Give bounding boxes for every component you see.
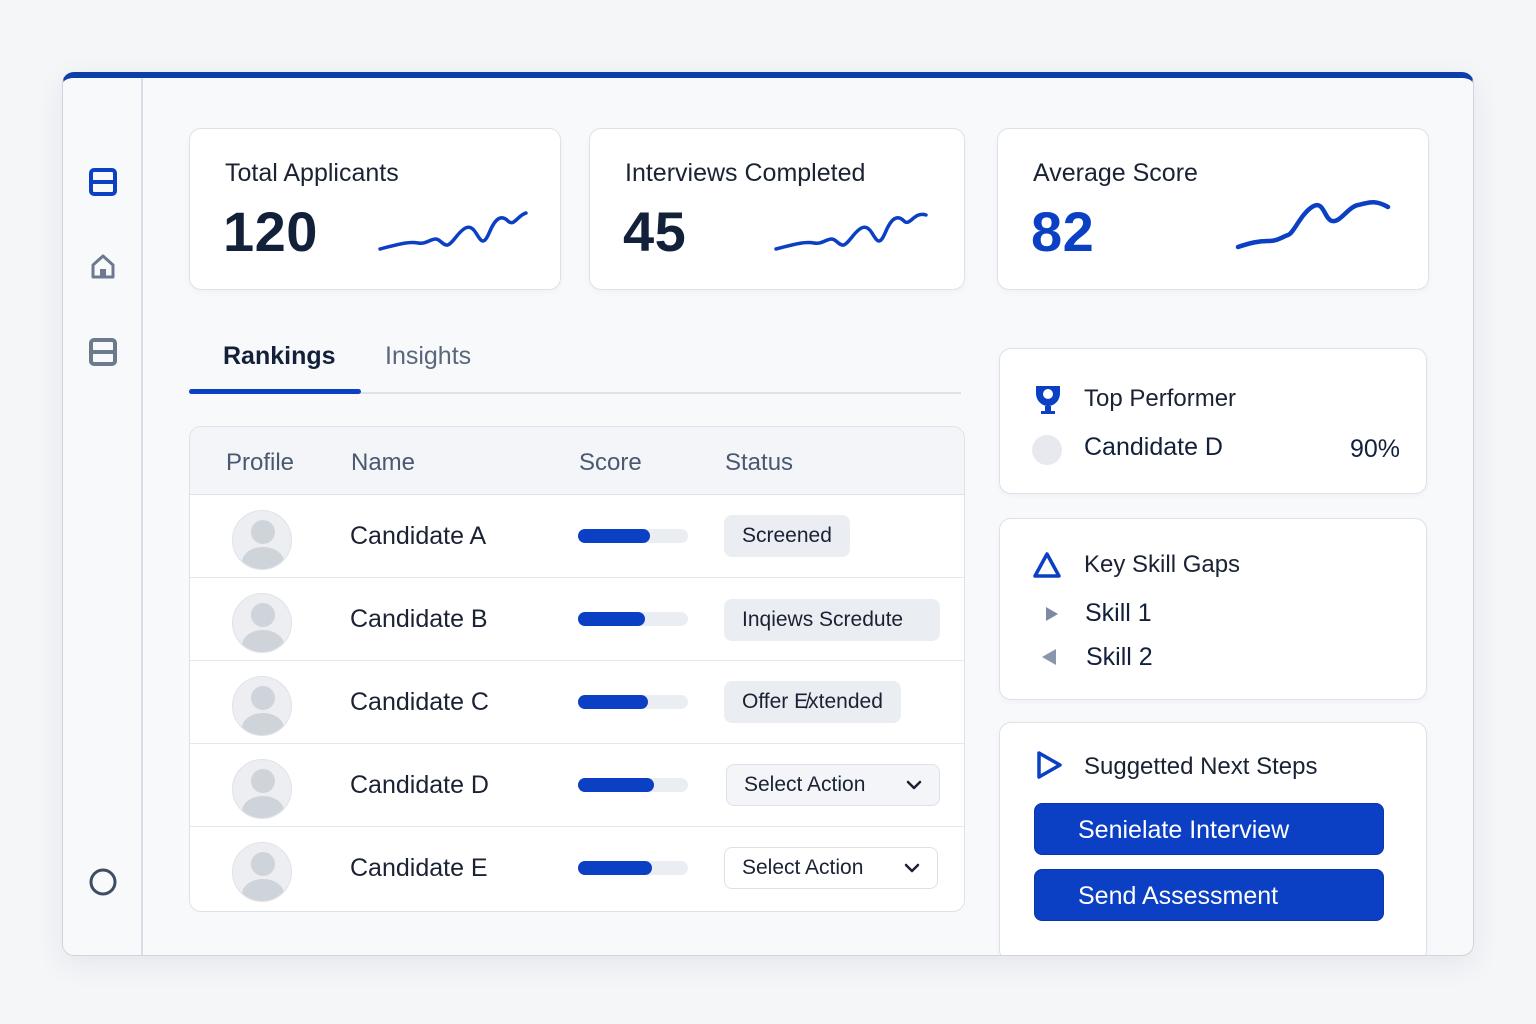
stat-label: Average Score — [1033, 159, 1198, 187]
candidate-name: Candidate E — [350, 854, 488, 882]
column-header-status: Status — [725, 449, 794, 476]
sidebar-item-profile[interactable] — [87, 866, 119, 898]
candidate-name: Candidate A — [350, 522, 487, 550]
play-icon — [1037, 751, 1062, 779]
stat-card-interviews-completed: Interviews Completed 45 — [589, 128, 965, 290]
top-performer-card: Top Performer Candidate D 90% — [999, 348, 1427, 494]
action-select-value: Select Action — [742, 856, 864, 879]
stat-card-average-score: Average Score 82 — [997, 128, 1429, 290]
action-select-value: Select Action — [744, 773, 866, 796]
skill-gaps-title: Key Skill Gaps — [1084, 551, 1241, 578]
status-badge: Inqiews Scredute — [724, 599, 940, 641]
circle-icon — [89, 868, 117, 896]
sparkline — [1235, 200, 1391, 250]
send-assessment-button[interactable]: Send Assessment — [1034, 869, 1384, 921]
table-row[interactable]: Candidate A Screened — [190, 495, 964, 578]
bullet-left-icon — [1042, 649, 1056, 665]
app-window: Total Applicants 120 Interviews Complete… — [62, 72, 1474, 956]
stat-value: 82 — [1031, 200, 1095, 263]
stat-value: 120 — [223, 200, 318, 263]
stat-label: Total Applicants — [225, 159, 399, 187]
score-bar — [578, 695, 688, 709]
rankings-table: Profile Name Score Status Candidate A Sc… — [189, 426, 965, 912]
avatar — [1032, 435, 1062, 465]
avatar — [232, 510, 292, 570]
active-tab-indicator — [189, 389, 361, 394]
avatar — [232, 842, 292, 902]
stat-value: 45 — [623, 200, 687, 263]
table-row[interactable]: Candidate E Select Action — [190, 827, 964, 910]
column-header-name: Name — [351, 449, 416, 476]
action-select[interactable]: Select Action — [726, 764, 940, 806]
sidebar-item-reports[interactable] — [87, 336, 119, 368]
stat-label: Interviews Completed — [625, 159, 866, 187]
chevron-down-icon — [906, 780, 922, 790]
top-performer-name: Candidate D — [1084, 433, 1223, 461]
next-steps-title: Suggetted Next Steps — [1084, 753, 1318, 780]
sidebar — [63, 78, 143, 955]
candidate-name: Candidate D — [350, 771, 489, 799]
stat-card-total-applicants: Total Applicants 120 — [189, 128, 561, 290]
list-icon — [89, 168, 117, 196]
score-bar — [578, 529, 688, 543]
table-row[interactable]: Candidate B Inqiews Scredute — [190, 578, 964, 661]
avatar — [232, 676, 292, 736]
sparkline — [774, 212, 928, 251]
list-icon — [89, 338, 117, 366]
home-icon — [91, 254, 115, 279]
avatar — [232, 759, 292, 819]
skill-gap-item: Skill 1 — [1085, 599, 1152, 627]
tab-rankings[interactable]: Rankings — [223, 342, 336, 370]
table-row[interactable]: Candidate D Select Action — [190, 744, 964, 827]
table-header: Profile Name Score Status — [190, 427, 964, 495]
trophy-icon — [1036, 386, 1060, 414]
top-performer-title: Top Performer — [1084, 385, 1237, 412]
status-badge: Offer E̸xtended — [724, 681, 901, 723]
column-header-score: Score — [579, 449, 642, 476]
table-row[interactable]: Candidate C Offer E̸xtended — [190, 661, 964, 744]
candidate-name: Candidate C — [350, 688, 489, 716]
bullet-right-icon — [1046, 607, 1058, 621]
top-performer-score: 90% — [1349, 435, 1400, 463]
column-header-profile: Profile — [226, 449, 295, 476]
sidebar-item-dashboard[interactable] — [87, 166, 119, 198]
skill-gap-item: Skill 2 — [1086, 643, 1153, 671]
avatar — [232, 593, 292, 653]
sparkline — [378, 211, 528, 251]
score-bar — [578, 612, 688, 626]
action-select[interactable]: Select Action — [724, 847, 938, 889]
candidate-name: Candidate B — [350, 605, 488, 633]
score-bar — [578, 778, 688, 792]
next-steps-card: Suggetted Next Steps Senielate Interview… — [999, 722, 1427, 955]
status-badge: Screened — [724, 515, 850, 557]
sidebar-item-home[interactable] — [87, 250, 119, 282]
tab-bar: Rankings Insights — [189, 328, 961, 394]
schedule-interview-button[interactable]: Senielate Interview — [1034, 803, 1384, 855]
skill-gaps-card: Key Skill Gaps Skill 1 Skill 2 — [999, 518, 1427, 700]
chevron-down-icon — [904, 863, 920, 873]
tab-insights[interactable]: Insights — [385, 342, 472, 370]
score-bar — [578, 861, 688, 875]
warning-triangle-icon — [1033, 552, 1061, 578]
